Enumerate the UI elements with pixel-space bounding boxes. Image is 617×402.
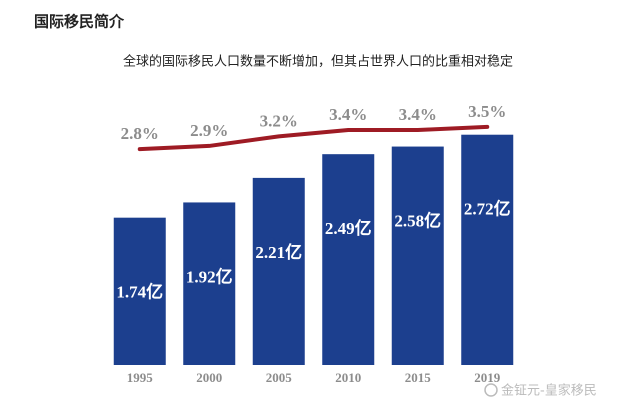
chart-subtitle: 全球的国际移民人口数量不断增加，但其占世界人口的比重相对稳定 xyxy=(123,54,513,70)
bar-value-label: 2.72亿 xyxy=(464,199,511,219)
bar xyxy=(322,154,375,365)
line-value-label: 2.8% xyxy=(121,124,159,143)
x-tick-label: 2000 xyxy=(196,370,222,385)
line-value-label: 3.4% xyxy=(329,105,367,124)
bar-value-label: 1.74亿 xyxy=(116,282,163,302)
bar-value-label: 2.58亿 xyxy=(394,210,441,230)
x-tick-label: 2015 xyxy=(405,370,432,385)
bar xyxy=(252,177,305,365)
watermark: 金钲元-皇家移民 xyxy=(501,383,597,399)
line-value-label: 3.4% xyxy=(399,105,437,124)
chart-title: 国际移民简介 xyxy=(34,13,125,31)
line-value-label: 3.2% xyxy=(260,111,298,130)
line-value-label: 2.9% xyxy=(190,121,228,140)
bar-value-label: 2.21亿 xyxy=(255,242,302,262)
bar-value-label: 1.92亿 xyxy=(186,266,233,286)
bar xyxy=(391,146,444,365)
x-tick-label: 2005 xyxy=(266,370,293,385)
watermark-icon xyxy=(484,383,498,397)
line-value-label: 3.5% xyxy=(468,102,506,121)
bar xyxy=(461,134,514,365)
line xyxy=(137,124,490,152)
bar-value-label: 2.49亿 xyxy=(325,218,372,238)
bar xyxy=(183,202,236,365)
x-tick-label: 2019 xyxy=(474,370,501,385)
x-tick-label: 1995 xyxy=(127,370,154,385)
x-tick-label: 2010 xyxy=(335,370,361,385)
bar xyxy=(113,217,166,365)
